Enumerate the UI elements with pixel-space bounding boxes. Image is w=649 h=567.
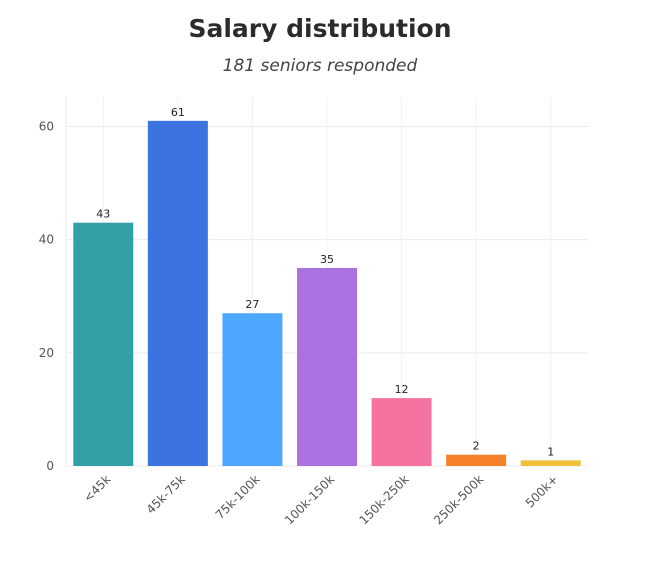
chart-subtitle: 181 seniors responded bbox=[222, 56, 418, 76]
y-tick-label: 40 bbox=[39, 233, 54, 247]
bar[interactable] bbox=[371, 398, 432, 466]
x-tick-label: 75k-100k bbox=[213, 472, 263, 522]
bar[interactable] bbox=[520, 460, 581, 466]
x-tick-label: 100k-150k bbox=[282, 472, 337, 527]
y-tick-label: 0 bbox=[46, 459, 54, 473]
bar[interactable] bbox=[446, 454, 507, 466]
y-tick-label: 60 bbox=[39, 120, 54, 134]
bar-value-label: 61 bbox=[171, 106, 185, 119]
x-tick-label: 250k-500k bbox=[431, 472, 486, 527]
bar[interactable] bbox=[147, 120, 208, 466]
bar-value-label: 27 bbox=[245, 298, 259, 311]
y-tick-label: 20 bbox=[39, 346, 54, 360]
bar-value-label: 1 bbox=[547, 445, 554, 458]
x-tick-label: <45k bbox=[81, 472, 114, 505]
bar-value-label: 43 bbox=[96, 208, 110, 221]
bar[interactable] bbox=[222, 313, 283, 466]
chart-title: Salary distribution bbox=[188, 14, 452, 43]
x-tick-label: 45k-75k bbox=[144, 472, 188, 516]
bar-value-label: 35 bbox=[320, 253, 334, 266]
bar[interactable] bbox=[297, 267, 357, 466]
x-tick-label: 150k-250k bbox=[357, 472, 412, 527]
x-tick-label: 500k+ bbox=[523, 472, 561, 510]
bar-value-label: 12 bbox=[395, 383, 409, 396]
bar[interactable] bbox=[73, 222, 134, 466]
bar-value-label: 2 bbox=[473, 440, 480, 453]
